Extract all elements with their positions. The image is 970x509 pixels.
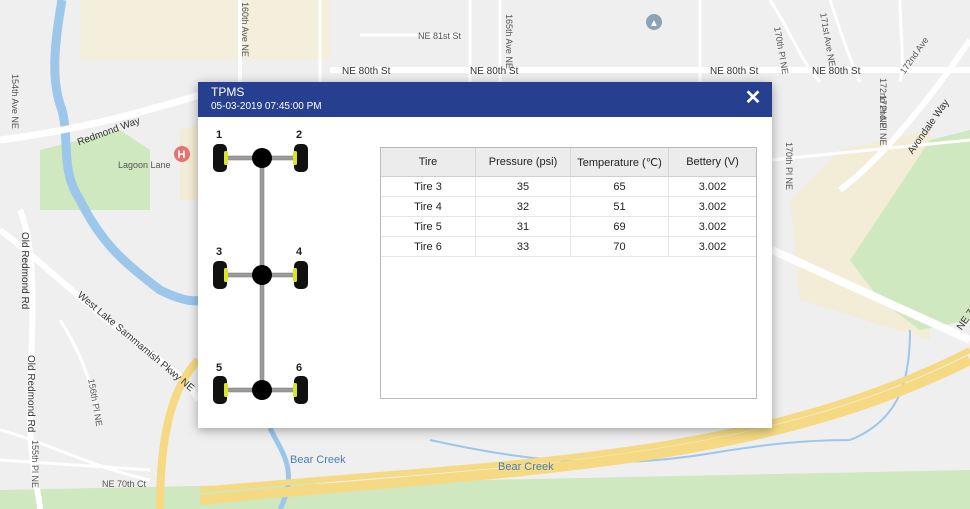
map-label-ne-80th: NE 80th St <box>342 66 391 77</box>
map-label-160th-ave: 160th Ave NE <box>240 2 250 57</box>
map-label-ne-70th: NE 70th Ct <box>102 479 147 489</box>
cell-tire: Tire 6 <box>381 236 476 257</box>
table-row[interactable]: Tire 5 31 69 3.002 <box>381 216 756 237</box>
dialog-title: TPMS <box>211 85 245 99</box>
map-label-154th-ave: 154th Ave NE <box>10 74 20 129</box>
cell-battery: 3.002 <box>668 236 756 257</box>
cell-pressure: 33 <box>475 236 571 257</box>
cell-battery: 3.002 <box>668 196 756 217</box>
map-label-bear-creek-2: Bear Creek <box>498 461 554 473</box>
map-label-ne-80th: NE 80th St <box>812 66 861 77</box>
tire-label-3: 3 <box>216 246 223 258</box>
tire-label-6: 6 <box>296 362 303 374</box>
dialog-header[interactable]: TPMS 05-03-2019 07:45:00 PM ✕ <box>198 82 772 117</box>
axle-svg <box>213 144 308 404</box>
column-header-battery[interactable]: Bettery (V) <box>668 148 756 177</box>
tire-5-wheel[interactable] <box>213 376 228 404</box>
table-row[interactable]: Tire 3 35 65 3.002 <box>381 176 756 197</box>
tire-1-wheel[interactable] <box>213 144 228 172</box>
column-header-tire[interactable]: Tire <box>381 148 476 177</box>
column-header-temperature[interactable]: Temperature (℃) <box>570 148 669 177</box>
tire-4-wheel[interactable] <box>293 261 308 289</box>
cell-pressure: 32 <box>475 196 571 217</box>
tire-label-5: 5 <box>216 362 223 374</box>
table-row[interactable]: Tire 6 33 70 3.002 <box>381 236 756 257</box>
tire-label-4: 4 <box>296 246 303 258</box>
dialog-timestamp: 05-03-2019 07:45:00 PM <box>211 101 322 112</box>
map-label-old-redmond-2: Old Redmond Rd <box>25 355 36 433</box>
map-label-155th-pl: 155th Pl NE <box>30 440 40 489</box>
tire-6-wheel[interactable] <box>293 376 308 404</box>
tire-label-2: 2 <box>296 129 303 141</box>
column-header-pressure[interactable]: Pressure (psi) <box>475 148 571 177</box>
close-icon: ✕ <box>744 87 762 109</box>
tire-label-1: 1 <box>216 129 223 141</box>
axle-diagram: 1 2 3 4 5 6 <box>208 127 318 417</box>
tpms-dialog: TPMS 05-03-2019 07:45:00 PM ✕ <box>198 82 772 428</box>
map-label-165th-ave: 165th Ave NE <box>504 14 514 69</box>
cell-temperature: 65 <box>570 176 669 197</box>
map-label-ne-81st: NE 81st St <box>418 31 462 41</box>
tpms-table: Tire Pressure (psi) Temperature (℃) Bett… <box>380 147 757 399</box>
cell-pressure: 31 <box>475 216 571 237</box>
cell-temperature: 69 <box>570 216 669 237</box>
cell-pressure: 35 <box>475 176 571 197</box>
cell-tire: Tire 5 <box>381 216 476 237</box>
map-label-ne-80th: NE 80th St <box>710 66 759 77</box>
map-label-old-redmond: Old Redmond Rd <box>19 232 30 310</box>
cell-temperature: 51 <box>570 196 669 217</box>
map-label-170th-pl-b: 170th Pl NE <box>784 142 794 191</box>
cell-tire: Tire 4 <box>381 196 476 217</box>
close-button[interactable]: ✕ <box>744 87 762 109</box>
map-label-172nd-pl-2: 172nd Pl NE <box>878 95 888 146</box>
tire-2-wheel[interactable] <box>293 144 308 172</box>
map-label-bear-creek: Bear Creek <box>290 454 346 466</box>
cell-tire: Tire 3 <box>381 176 476 197</box>
map-label-lagoon-lane: Lagoon Lane <box>118 160 171 170</box>
cell-temperature: 70 <box>570 236 669 257</box>
cell-battery: 3.002 <box>668 216 756 237</box>
svg-text:H: H <box>178 149 186 161</box>
table-header-row: Tire Pressure (psi) Temperature (℃) Bett… <box>381 148 756 177</box>
tire-3-wheel[interactable] <box>213 261 228 289</box>
table-row[interactable]: Tire 4 32 51 3.002 <box>381 196 756 217</box>
svg-text:▲: ▲ <box>649 18 659 29</box>
cell-battery: 3.002 <box>668 176 756 197</box>
map-label-ne-80th: NE 80th St <box>470 66 519 77</box>
